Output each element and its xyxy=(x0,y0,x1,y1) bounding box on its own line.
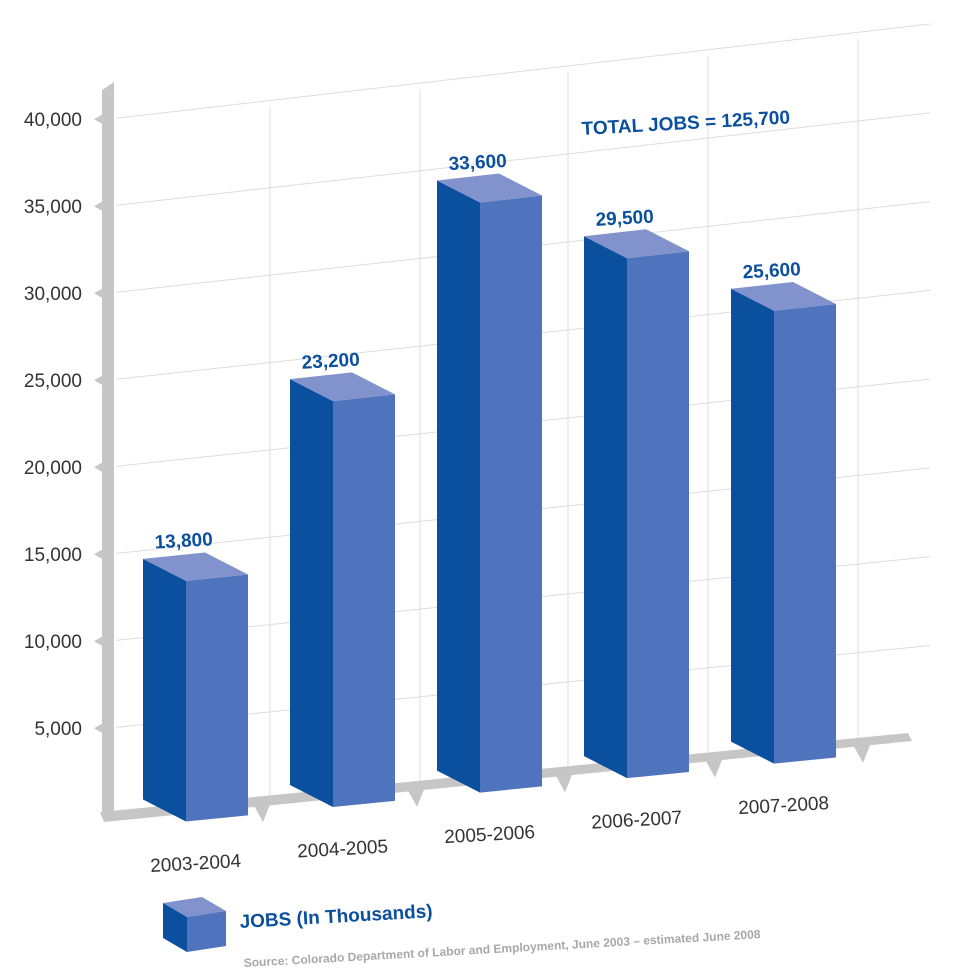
bar-top-3 xyxy=(584,229,689,259)
bar-2007-2008 xyxy=(731,282,836,764)
legend-swatch-front xyxy=(187,911,226,952)
bar-layer xyxy=(143,173,836,822)
bar-front-3 xyxy=(627,251,689,779)
legend-swatch-top xyxy=(163,897,226,917)
data-label-0: 13,800 xyxy=(154,529,213,553)
bar-top-1 xyxy=(290,372,395,402)
bar-top-0 xyxy=(143,552,248,581)
x-tick-label-0: 2003-2004 xyxy=(150,851,242,877)
x-tick-mark-2 xyxy=(555,772,573,793)
bar-side-3 xyxy=(584,236,627,779)
y-tick-label-0: 5,000 xyxy=(34,719,82,740)
bar-top-2 xyxy=(437,173,542,203)
bar-front-1 xyxy=(333,394,395,807)
y-tick-label-5: 30,000 xyxy=(24,284,82,305)
bar-2003-2004 xyxy=(143,552,248,822)
hgrid-line-6 xyxy=(115,112,931,206)
hgrid-line-7 xyxy=(115,23,931,119)
legend-swatch-side xyxy=(163,903,187,952)
y-tick-label-6: 35,000 xyxy=(24,197,82,218)
bar-side-0 xyxy=(143,558,186,822)
data-label-3: 29,500 xyxy=(595,207,654,231)
bar-2005-2006 xyxy=(437,173,542,793)
data-label-1: 23,200 xyxy=(301,350,360,374)
legend: JOBS (In Thousands) xyxy=(163,897,433,952)
y-tick-label-1: 10,000 xyxy=(24,632,82,653)
x-tick-label-2: 2005-2006 xyxy=(444,822,536,848)
bar-front-2 xyxy=(480,195,542,793)
x-tick-mark-1 xyxy=(407,786,425,807)
source-note: Source: Colorado Department of Labor and… xyxy=(243,927,761,970)
x-tick-label-1: 2004-2005 xyxy=(297,836,389,862)
y-tick-label-3: 20,000 xyxy=(24,458,82,479)
bar-top-4 xyxy=(731,282,836,311)
bar-side-2 xyxy=(437,180,480,793)
y-tick-label-2: 15,000 xyxy=(24,545,82,566)
y-axis xyxy=(102,82,114,818)
x-tick-label-4: 2007-2008 xyxy=(738,793,830,819)
x-tick-mark-4 xyxy=(853,742,871,763)
x-tick-mark-0 xyxy=(253,802,271,822)
x-tick-label-3: 2006-2007 xyxy=(591,808,683,834)
data-label-2: 33,600 xyxy=(448,151,507,175)
text-layer: 5,000 10,000 15,000 20,000 25,000 30,000 35,00… xyxy=(24,110,830,877)
total-jobs-annotation: TOTAL JOBS = 125,700 xyxy=(581,107,790,140)
bar-side-4 xyxy=(731,288,774,764)
bar-2006-2007 xyxy=(584,229,689,779)
y-tick-label-4: 25,000 xyxy=(24,371,82,392)
legend-label: JOBS (In Thousands) xyxy=(239,901,433,933)
data-label-4: 25,600 xyxy=(742,259,801,283)
bar-front-4 xyxy=(774,304,836,764)
bar-front-0 xyxy=(186,574,248,822)
bar-side-1 xyxy=(290,379,333,807)
y-tick-label-7: 40,000 xyxy=(24,110,82,131)
bar-2004-2005 xyxy=(290,372,395,807)
x-tick-mark-3 xyxy=(705,757,723,778)
